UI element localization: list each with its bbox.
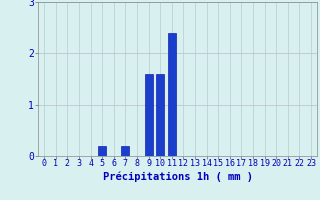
Bar	[121, 146, 130, 156]
Bar	[156, 74, 164, 156]
Bar	[98, 146, 106, 156]
Bar	[145, 74, 153, 156]
Bar	[168, 33, 176, 156]
X-axis label: Précipitations 1h ( mm ): Précipitations 1h ( mm )	[103, 171, 252, 182]
